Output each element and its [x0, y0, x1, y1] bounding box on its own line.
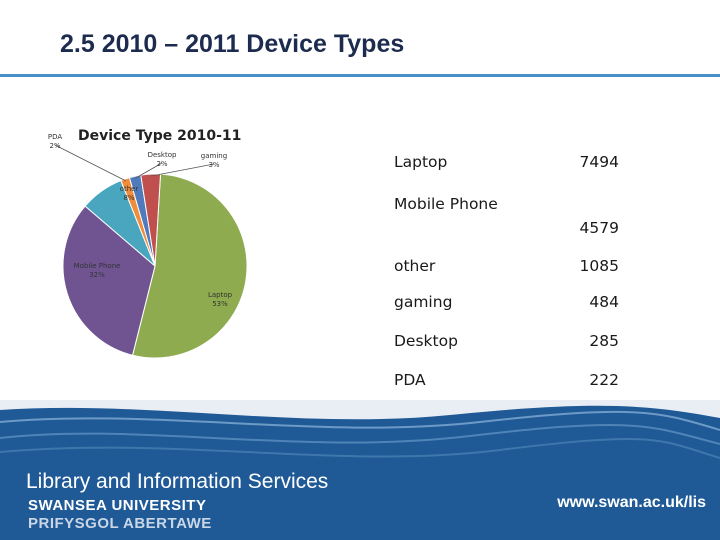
brand-university-name: SWANSEA UNIVERSITY — [28, 497, 207, 514]
slice-percent-label: 32% — [89, 271, 105, 279]
slice-percent-label: 8% — [123, 194, 134, 202]
slice-percent-label: 2% — [49, 142, 60, 150]
row-label: Desktop — [394, 332, 458, 350]
pie-slice-mobile-phone — [62, 205, 156, 356]
row-label: Laptop — [394, 153, 448, 171]
brand-library-services: Library and Information Services — [26, 470, 329, 493]
row-value: 4579 — [579, 219, 619, 237]
row-value: 7494 — [579, 153, 619, 171]
slice-percent-label: 3% — [208, 161, 219, 169]
title-divider — [0, 74, 720, 77]
pie-slice-laptop — [131, 173, 248, 359]
slice-percent-label: 53% — [212, 300, 228, 308]
footer-wave-pattern — [0, 400, 720, 540]
slice-label: other — [120, 185, 139, 193]
slice-label: Mobile Phone — [74, 262, 121, 270]
slice-label: gaming — [201, 152, 227, 160]
row-label: Mobile Phone — [394, 195, 498, 213]
row-label: PDA — [394, 371, 426, 389]
row-value: 285 — [589, 332, 619, 350]
row-label: other — [394, 257, 436, 275]
row-value: 222 — [589, 371, 619, 389]
row-label: gaming — [394, 293, 453, 311]
slice-label: Laptop — [208, 291, 233, 299]
row-value: 1085 — [579, 257, 619, 275]
leader-line — [150, 163, 215, 177]
slice-label: PDA — [48, 133, 62, 141]
brand-welsh-name: PRIFYSGOL ABERTAWE — [28, 515, 212, 532]
pie-leader-lines — [54, 144, 215, 182]
slice-label: Desktop — [148, 151, 177, 159]
chart-title: Device Type 2010-11 — [78, 128, 241, 144]
leader-line — [135, 162, 163, 179]
footer-url-link[interactable]: www.swan.ac.uk/lis — [557, 494, 706, 511]
footer-banner — [0, 400, 720, 540]
row-value: 484 — [589, 293, 619, 311]
slide-title: 2.5 2010 – 2011 Device Types — [60, 30, 405, 58]
slice-percent-label: 2% — [156, 160, 167, 168]
leader-line — [54, 144, 126, 182]
